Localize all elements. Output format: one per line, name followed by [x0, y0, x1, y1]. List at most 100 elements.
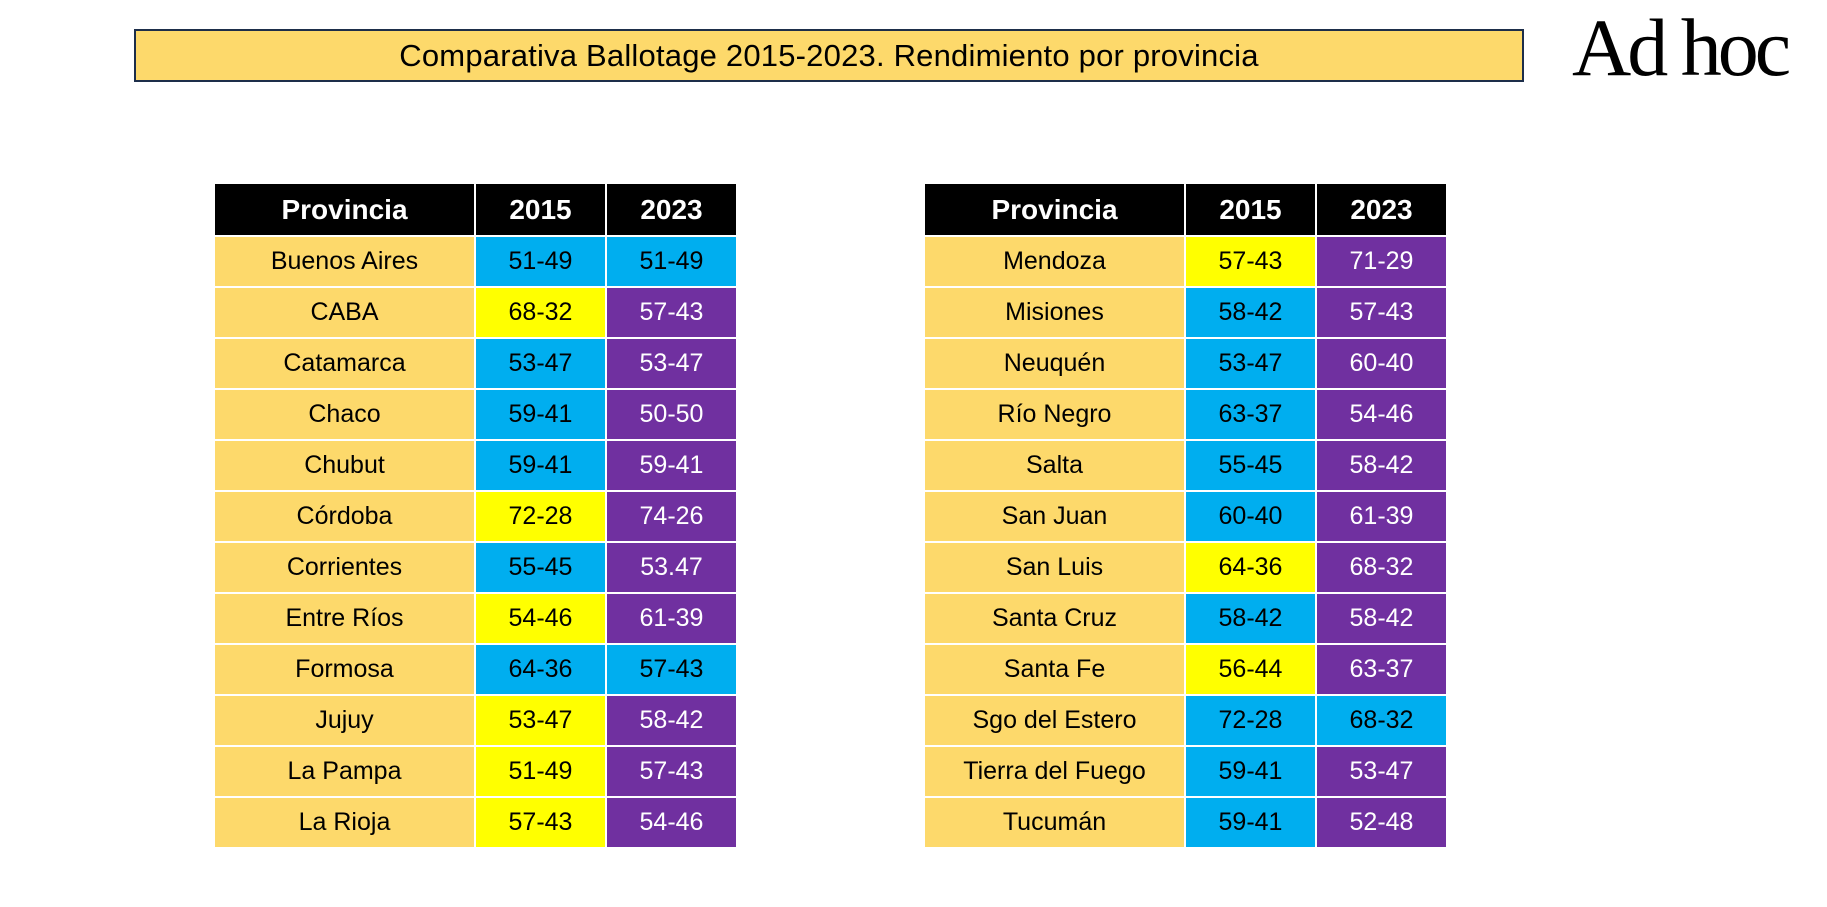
province-name-cell: Chaco — [213, 388, 476, 441]
column-header-2023: 2023 — [605, 182, 738, 237]
table-row: San Juan 60-40 61-39 — [923, 490, 1448, 543]
table-row: Neuquén 53-47 60-40 — [923, 337, 1448, 390]
result-2015-cell: 55-45 — [1184, 439, 1317, 492]
province-name-cell: Río Negro — [923, 388, 1186, 441]
result-2015-cell: 59-41 — [1184, 745, 1317, 798]
result-2015-cell: 56-44 — [1184, 643, 1317, 696]
result-2015-cell: 64-36 — [474, 643, 607, 696]
table-row: Jujuy 53-47 58-42 — [213, 694, 738, 747]
result-2015-cell: 53-47 — [474, 694, 607, 747]
column-header-2015: 2015 — [474, 182, 607, 237]
province-name-cell: Sgo del Estero — [923, 694, 1186, 747]
result-2015-cell: 60-40 — [1184, 490, 1317, 543]
result-2015-cell: 57-43 — [474, 796, 607, 849]
result-2023-cell: 53-47 — [1315, 745, 1448, 798]
table-row: San Luis 64-36 68-32 — [923, 541, 1448, 594]
table-row: La Rioja 57-43 54-46 — [213, 796, 738, 849]
result-2023-cell: 57-43 — [1315, 286, 1448, 339]
result-2015-cell: 59-41 — [474, 388, 607, 441]
result-2015-cell: 58-42 — [1184, 286, 1317, 339]
province-name-cell: Salta — [923, 439, 1186, 492]
result-2023-cell: 61-39 — [605, 592, 738, 645]
column-header-2015: 2015 — [1184, 182, 1317, 237]
result-2023-cell: 52-48 — [1315, 796, 1448, 849]
province-name-cell: Formosa — [213, 643, 476, 696]
province-name-cell: Santa Cruz — [923, 592, 1186, 645]
table-row: Tierra del Fuego 59-41 53-47 — [923, 745, 1448, 798]
result-2015-cell: 55-45 — [474, 541, 607, 594]
province-name-cell: Entre Ríos — [213, 592, 476, 645]
table-row: Córdoba 72-28 74-26 — [213, 490, 738, 543]
column-header-provincia: Provincia — [923, 182, 1186, 237]
table-row: Salta 55-45 58-42 — [923, 439, 1448, 492]
result-2023-cell: 74-26 — [605, 490, 738, 543]
result-2023-cell: 61-39 — [1315, 490, 1448, 543]
result-2023-cell: 71-29 — [1315, 235, 1448, 288]
table-row: Santa Cruz 58-42 58-42 — [923, 592, 1448, 645]
result-2023-cell: 60-40 — [1315, 337, 1448, 390]
province-name-cell: Catamarca — [213, 337, 476, 390]
table-row: Buenos Aires 51-49 51-49 — [213, 235, 738, 288]
province-table-right: Provincia 2015 2023 Mendoza 57-43 71-29 Mis… — [923, 182, 1448, 849]
province-name-cell: Córdoba — [213, 490, 476, 543]
result-2015-cell: 51-49 — [474, 235, 607, 288]
page-title: Comparativa Ballotage 2015-2023. Rendimi… — [134, 29, 1524, 82]
result-2015-cell: 53-47 — [474, 337, 607, 390]
result-2015-cell: 64-36 — [1184, 541, 1317, 594]
result-2023-cell: 59-41 — [605, 439, 738, 492]
result-2023-cell: 51-49 — [605, 235, 738, 288]
province-name-cell: La Pampa — [213, 745, 476, 798]
province-name-cell: Buenos Aires — [213, 235, 476, 288]
ad-hoc-logo: Ad hoc — [1572, 2, 1791, 93]
province-table-left: Provincia 2015 2023 Buenos Aires 51-49 51-… — [213, 182, 738, 849]
province-name-cell: CABA — [213, 286, 476, 339]
table-row: Santa Fe 56-44 63-37 — [923, 643, 1448, 696]
table-row: Tucumán 59-41 52-48 — [923, 796, 1448, 849]
province-name-cell: La Rioja — [213, 796, 476, 849]
province-name-cell: San Juan — [923, 490, 1186, 543]
result-2015-cell: 72-28 — [474, 490, 607, 543]
province-name-cell: San Luis — [923, 541, 1186, 594]
table-row: Mendoza 57-43 71-29 — [923, 235, 1448, 288]
province-name-cell: Jujuy — [213, 694, 476, 747]
province-name-cell: Neuquén — [923, 337, 1186, 390]
column-header-2023: 2023 — [1315, 182, 1448, 237]
table-row: Formosa 64-36 57-43 — [213, 643, 738, 696]
result-2023-cell: 54-46 — [1315, 388, 1448, 441]
table-row: Catamarca 53-47 53-47 — [213, 337, 738, 390]
result-2023-cell: 54-46 — [605, 796, 738, 849]
result-2023-cell: 63-37 — [1315, 643, 1448, 696]
column-header-provincia: Provincia — [213, 182, 476, 237]
result-2015-cell: 58-42 — [1184, 592, 1317, 645]
province-name-cell: Tierra del Fuego — [923, 745, 1186, 798]
province-name-cell: Santa Fe — [923, 643, 1186, 696]
table-row: Río Negro 63-37 54-46 — [923, 388, 1448, 441]
province-name-cell: Misiones — [923, 286, 1186, 339]
result-2015-cell: 72-28 — [1184, 694, 1317, 747]
result-2015-cell: 59-41 — [1184, 796, 1317, 849]
result-2023-cell: 53-47 — [605, 337, 738, 390]
result-2023-cell: 58-42 — [605, 694, 738, 747]
result-2015-cell: 51-49 — [474, 745, 607, 798]
table-row: Sgo del Estero 72-28 68-32 — [923, 694, 1448, 747]
result-2023-cell: 57-43 — [605, 745, 738, 798]
result-2015-cell: 57-43 — [1184, 235, 1317, 288]
table-row: Chaco 59-41 50-50 — [213, 388, 738, 441]
result-2023-cell: 58-42 — [1315, 439, 1448, 492]
result-2015-cell: 68-32 — [474, 286, 607, 339]
table-row: Corrientes 55-45 53.47 — [213, 541, 738, 594]
province-name-cell: Chubut — [213, 439, 476, 492]
table-row: La Pampa 51-49 57-43 — [213, 745, 738, 798]
result-2015-cell: 53-47 — [1184, 337, 1317, 390]
province-name-cell: Corrientes — [213, 541, 476, 594]
table-row: Entre Ríos 54-46 61-39 — [213, 592, 738, 645]
table-row: CABA 68-32 57-43 — [213, 286, 738, 339]
result-2023-cell: 58-42 — [1315, 592, 1448, 645]
result-2015-cell: 63-37 — [1184, 388, 1317, 441]
result-2015-cell: 59-41 — [474, 439, 607, 492]
result-2023-cell: 68-32 — [1315, 541, 1448, 594]
result-2023-cell: 57-43 — [605, 643, 738, 696]
result-2023-cell: 68-32 — [1315, 694, 1448, 747]
result-2015-cell: 54-46 — [474, 592, 607, 645]
table-row: Chubut 59-41 59-41 — [213, 439, 738, 492]
